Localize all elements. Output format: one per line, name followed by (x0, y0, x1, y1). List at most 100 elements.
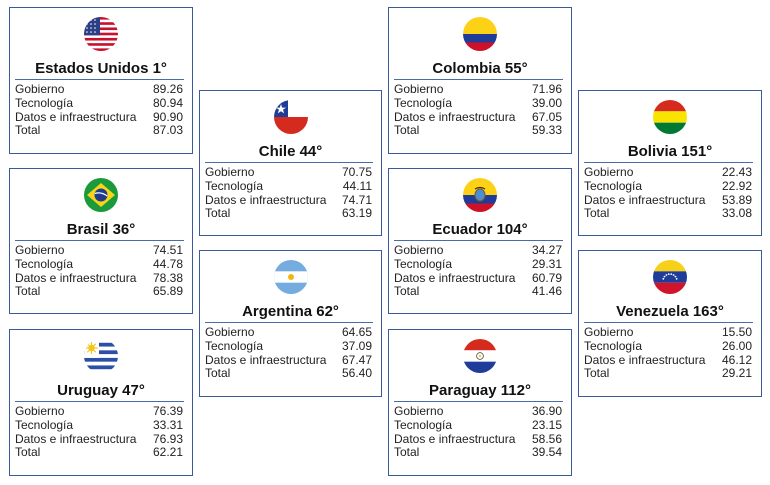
score-table: Gobierno 71.96 Tecnología 39.00 Datos e infr… (394, 82, 562, 138)
score-label: Total (394, 284, 420, 299)
score-value: 41.46 (531, 284, 562, 299)
score-row: Total 62.21 (15, 446, 183, 460)
score-label: Gobierno (394, 404, 444, 418)
score-row: Datos e infraestructura 60.79 (394, 270, 562, 286)
score-label: Datos e infraestructura (15, 431, 137, 446)
brazil-flag-icon (84, 178, 118, 212)
score-value: 29.21 (721, 366, 752, 381)
score-row: Total 63.19 (205, 207, 372, 221)
score-value: 67.05 (531, 109, 562, 124)
score-row: Datos e infraestructura 67.05 (394, 109, 562, 125)
score-label: Total (205, 206, 231, 221)
score-row: Datos e infraestructura 74.71 (205, 192, 372, 208)
divider (394, 79, 563, 80)
score-row: Gobierno 34.27 (394, 243, 562, 258)
score-value: 80.94 (152, 95, 183, 110)
score-label: Datos e infraestructura (205, 352, 327, 367)
divider (15, 401, 184, 402)
score-row: Tecnología 44.11 (205, 178, 372, 194)
score-label: Tecnología (205, 178, 264, 193)
score-label: Datos e infraestructura (394, 270, 516, 285)
country-title: Uruguay 47° (57, 382, 145, 399)
score-label: Gobierno (394, 82, 444, 96)
score-label: Tecnología (394, 256, 453, 271)
score-row: Tecnología 44.78 (15, 256, 183, 272)
country-card-uruguay: Uruguay 47° Gobierno 76.39 Tecnología 33.31 D… (9, 329, 193, 476)
score-row: Total 56.40 (205, 367, 372, 381)
score-label: Tecnología (394, 417, 453, 432)
score-value: 78.38 (152, 270, 183, 285)
score-row: Gobierno 89.26 (15, 82, 183, 97)
score-label: Gobierno (205, 165, 255, 179)
score-value: 29.31 (531, 256, 562, 271)
bolivia-flag-icon (653, 100, 687, 134)
score-value: 23.15 (531, 417, 562, 432)
score-value: 60.79 (531, 270, 562, 285)
score-label: Gobierno (15, 82, 65, 96)
score-value: 44.78 (152, 256, 183, 271)
score-value: 34.27 (531, 243, 562, 257)
score-row: Tecnología 29.31 (394, 256, 562, 272)
score-row: Tecnología 23.15 (394, 417, 562, 433)
score-value: 71.96 (531, 82, 562, 96)
score-row: Total 87.03 (15, 124, 183, 138)
country-title: Bolivia 151° (627, 143, 713, 160)
country-card-brasil: Brasil 36° Gobierno 74.51 Tecnología 44.78 Da… (9, 168, 193, 314)
score-row: Tecnología 37.09 (205, 338, 372, 354)
score-table: Gobierno 34.27 Tecnología 29.31 Datos e infr… (394, 243, 562, 299)
venezuela-flag-icon (653, 260, 687, 294)
score-value: 58.56 (531, 431, 562, 446)
score-label: Tecnología (584, 338, 643, 353)
divider (394, 240, 563, 241)
score-row: Tecnología 22.92 (584, 178, 752, 194)
score-value: 15.50 (721, 325, 752, 339)
score-value: 36.90 (531, 404, 562, 418)
score-row: Gobierno 71.96 (394, 82, 562, 97)
score-row: Tecnología 80.94 (15, 95, 183, 111)
score-label: Total (15, 123, 41, 138)
country-card-colombia: Colombia 55° Gobierno 71.96 Tecnología 39.00… (388, 7, 572, 154)
score-value: 56.40 (341, 366, 372, 381)
score-value: 59.33 (531, 123, 562, 138)
score-label: Tecnología (584, 178, 643, 193)
score-row: Gobierno 22.43 (584, 165, 752, 180)
score-value: 74.51 (152, 243, 183, 257)
score-row: Gobierno 36.90 (394, 404, 562, 419)
score-value: 26.00 (721, 338, 752, 353)
score-label: Gobierno (584, 325, 634, 339)
score-label: Datos e infraestructura (584, 352, 706, 367)
score-label: Datos e infraestructura (584, 192, 706, 207)
score-row: Datos e infraestructura 53.89 (584, 192, 752, 208)
score-table: Gobierno 64.65 Tecnología 37.09 Datos e infr… (205, 325, 372, 381)
score-row: Gobierno 74.51 (15, 243, 183, 258)
divider (205, 322, 373, 323)
country-title: Paraguay 112° (429, 382, 531, 399)
score-row: Total 39.54 (394, 446, 562, 460)
country-title: Chile 44° (258, 143, 323, 160)
score-row: Tecnología 33.31 (15, 418, 183, 433)
score-value: 37.09 (341, 338, 372, 353)
score-value: 76.39 (152, 404, 183, 418)
score-label: Datos e infraestructura (394, 109, 516, 124)
score-row: Total 41.46 (394, 285, 562, 299)
score-value: 39.00 (531, 95, 562, 110)
score-value: 39.54 (531, 445, 562, 460)
divider (394, 401, 563, 402)
score-table: Gobierno 74.51 Tecnología 44.78 Datos e infr… (15, 243, 183, 299)
score-label: Gobierno (15, 243, 65, 257)
score-value: 62.21 (152, 445, 183, 460)
score-label: Tecnología (15, 95, 74, 110)
country-title: Estados Unidos 1° (35, 60, 167, 77)
score-row: Total 29.21 (584, 367, 752, 381)
score-value: 64.65 (341, 325, 372, 339)
score-label: Total (584, 366, 610, 381)
score-table: Gobierno 36.90 Tecnología 23.15 Datos e infr… (394, 404, 562, 460)
score-label: Total (205, 366, 231, 381)
score-value: 74.71 (341, 192, 372, 207)
score-table: Gobierno 22.43 Tecnología 22.92 Datos e infr… (584, 165, 752, 221)
country-title: Brasil 36° (66, 221, 136, 238)
score-row: Datos e infraestructura 90.90 (15, 110, 183, 125)
paraguay-flag-icon (463, 339, 497, 373)
score-row: Tecnología 39.00 (394, 95, 562, 111)
score-value: 67.47 (341, 352, 372, 367)
